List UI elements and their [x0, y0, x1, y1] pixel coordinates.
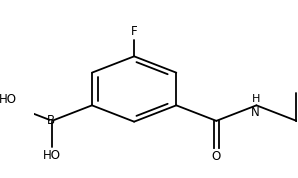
- Text: O: O: [212, 150, 221, 163]
- Text: B: B: [46, 114, 55, 127]
- Text: H: H: [252, 94, 260, 104]
- Text: F: F: [131, 25, 137, 38]
- Text: N: N: [251, 106, 260, 119]
- Text: HO: HO: [43, 149, 61, 162]
- Text: HO: HO: [0, 93, 17, 106]
